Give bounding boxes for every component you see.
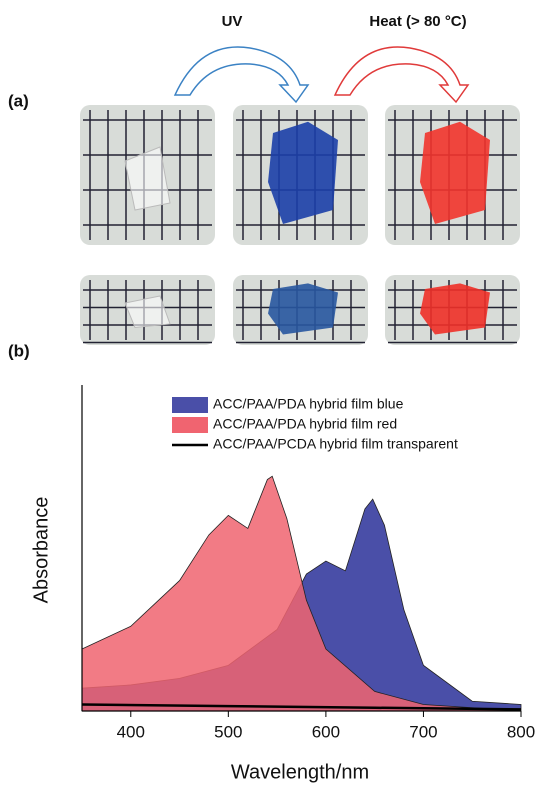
x-tick-label: 600 (312, 722, 340, 741)
arrow-label: UV (222, 13, 243, 30)
panel-label: (a) (8, 91, 29, 110)
film (124, 146, 171, 211)
film (420, 121, 490, 224)
legend-label: ACC/PAA/PCDA hybrid film transparent (213, 436, 458, 452)
legend-swatch (172, 417, 208, 433)
line (81, 703, 522, 711)
arrow-label: Heat (> 80 °C) (369, 13, 466, 30)
x-tick-label: 500 (214, 722, 242, 741)
panel-label: (b) (8, 341, 30, 360)
film (268, 121, 338, 224)
x-axis-label: Wavelength/nm (231, 761, 369, 783)
y-axis-label: Absorbance (30, 497, 52, 604)
x-tick-label: 800 (507, 722, 535, 741)
film (420, 283, 490, 335)
film (268, 283, 338, 335)
uv-arrow (173, 46, 310, 104)
heat-arrow (333, 46, 470, 104)
x-tick-label: 400 (117, 722, 145, 741)
film (124, 295, 171, 329)
legend-swatch (172, 397, 208, 413)
legend-label: ACC/PAA/PDA hybrid film blue (213, 396, 404, 412)
legend-label: ACC/PAA/PDA hybrid film red (213, 416, 397, 432)
area (81, 475, 522, 712)
x-tick-label: 700 (409, 722, 437, 741)
